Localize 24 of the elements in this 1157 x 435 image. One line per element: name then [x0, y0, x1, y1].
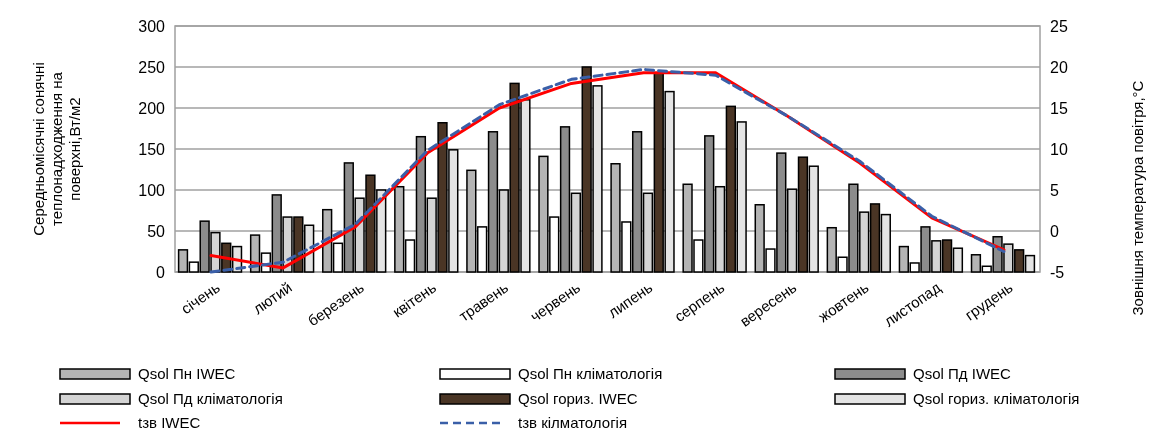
- y-tick-label: 50: [147, 222, 166, 240]
- legend-label: Qsol Пн IWEC: [138, 365, 236, 383]
- y-tick-label: 200: [138, 99, 166, 117]
- y-tick-label: 100: [138, 181, 166, 199]
- y-tick-label: 300: [138, 17, 166, 35]
- y2-tick-label: 5: [1050, 181, 1059, 199]
- legend-label: Qsol гориз. кліматологія: [913, 390, 1080, 408]
- legend-label: Qsol гориз. IWEC: [518, 390, 638, 408]
- y2-tick-label: 15: [1050, 99, 1068, 117]
- y2-tick-label: 20: [1050, 58, 1068, 76]
- y-axis-title: Середньомісячні сонячні теплонадходження на поверхні,Вт/м2: [30, 62, 83, 236]
- y2-tick-label: 10: [1050, 140, 1068, 158]
- y2-tick-label: 25: [1050, 17, 1068, 35]
- y2-tick-label: 0: [1050, 222, 1059, 240]
- legend-label: tзв IWEC: [138, 414, 201, 432]
- y-tick-label: 0: [156, 263, 166, 281]
- y2-tick-label: -5: [1050, 263, 1065, 281]
- y-tick-label: 150: [138, 140, 166, 158]
- legend-label: tзв кілматологія: [518, 414, 628, 432]
- y-tick-label: 250: [138, 58, 166, 76]
- legend-label: Qsol Пд кліматологія: [138, 390, 283, 408]
- legend-label: Qsol Пд IWEC: [913, 365, 1012, 383]
- legend-label: Qsol Пн кліматологія: [518, 365, 663, 383]
- y2-axis-title: Зовнішня температура повітря,°С: [1129, 80, 1146, 316]
